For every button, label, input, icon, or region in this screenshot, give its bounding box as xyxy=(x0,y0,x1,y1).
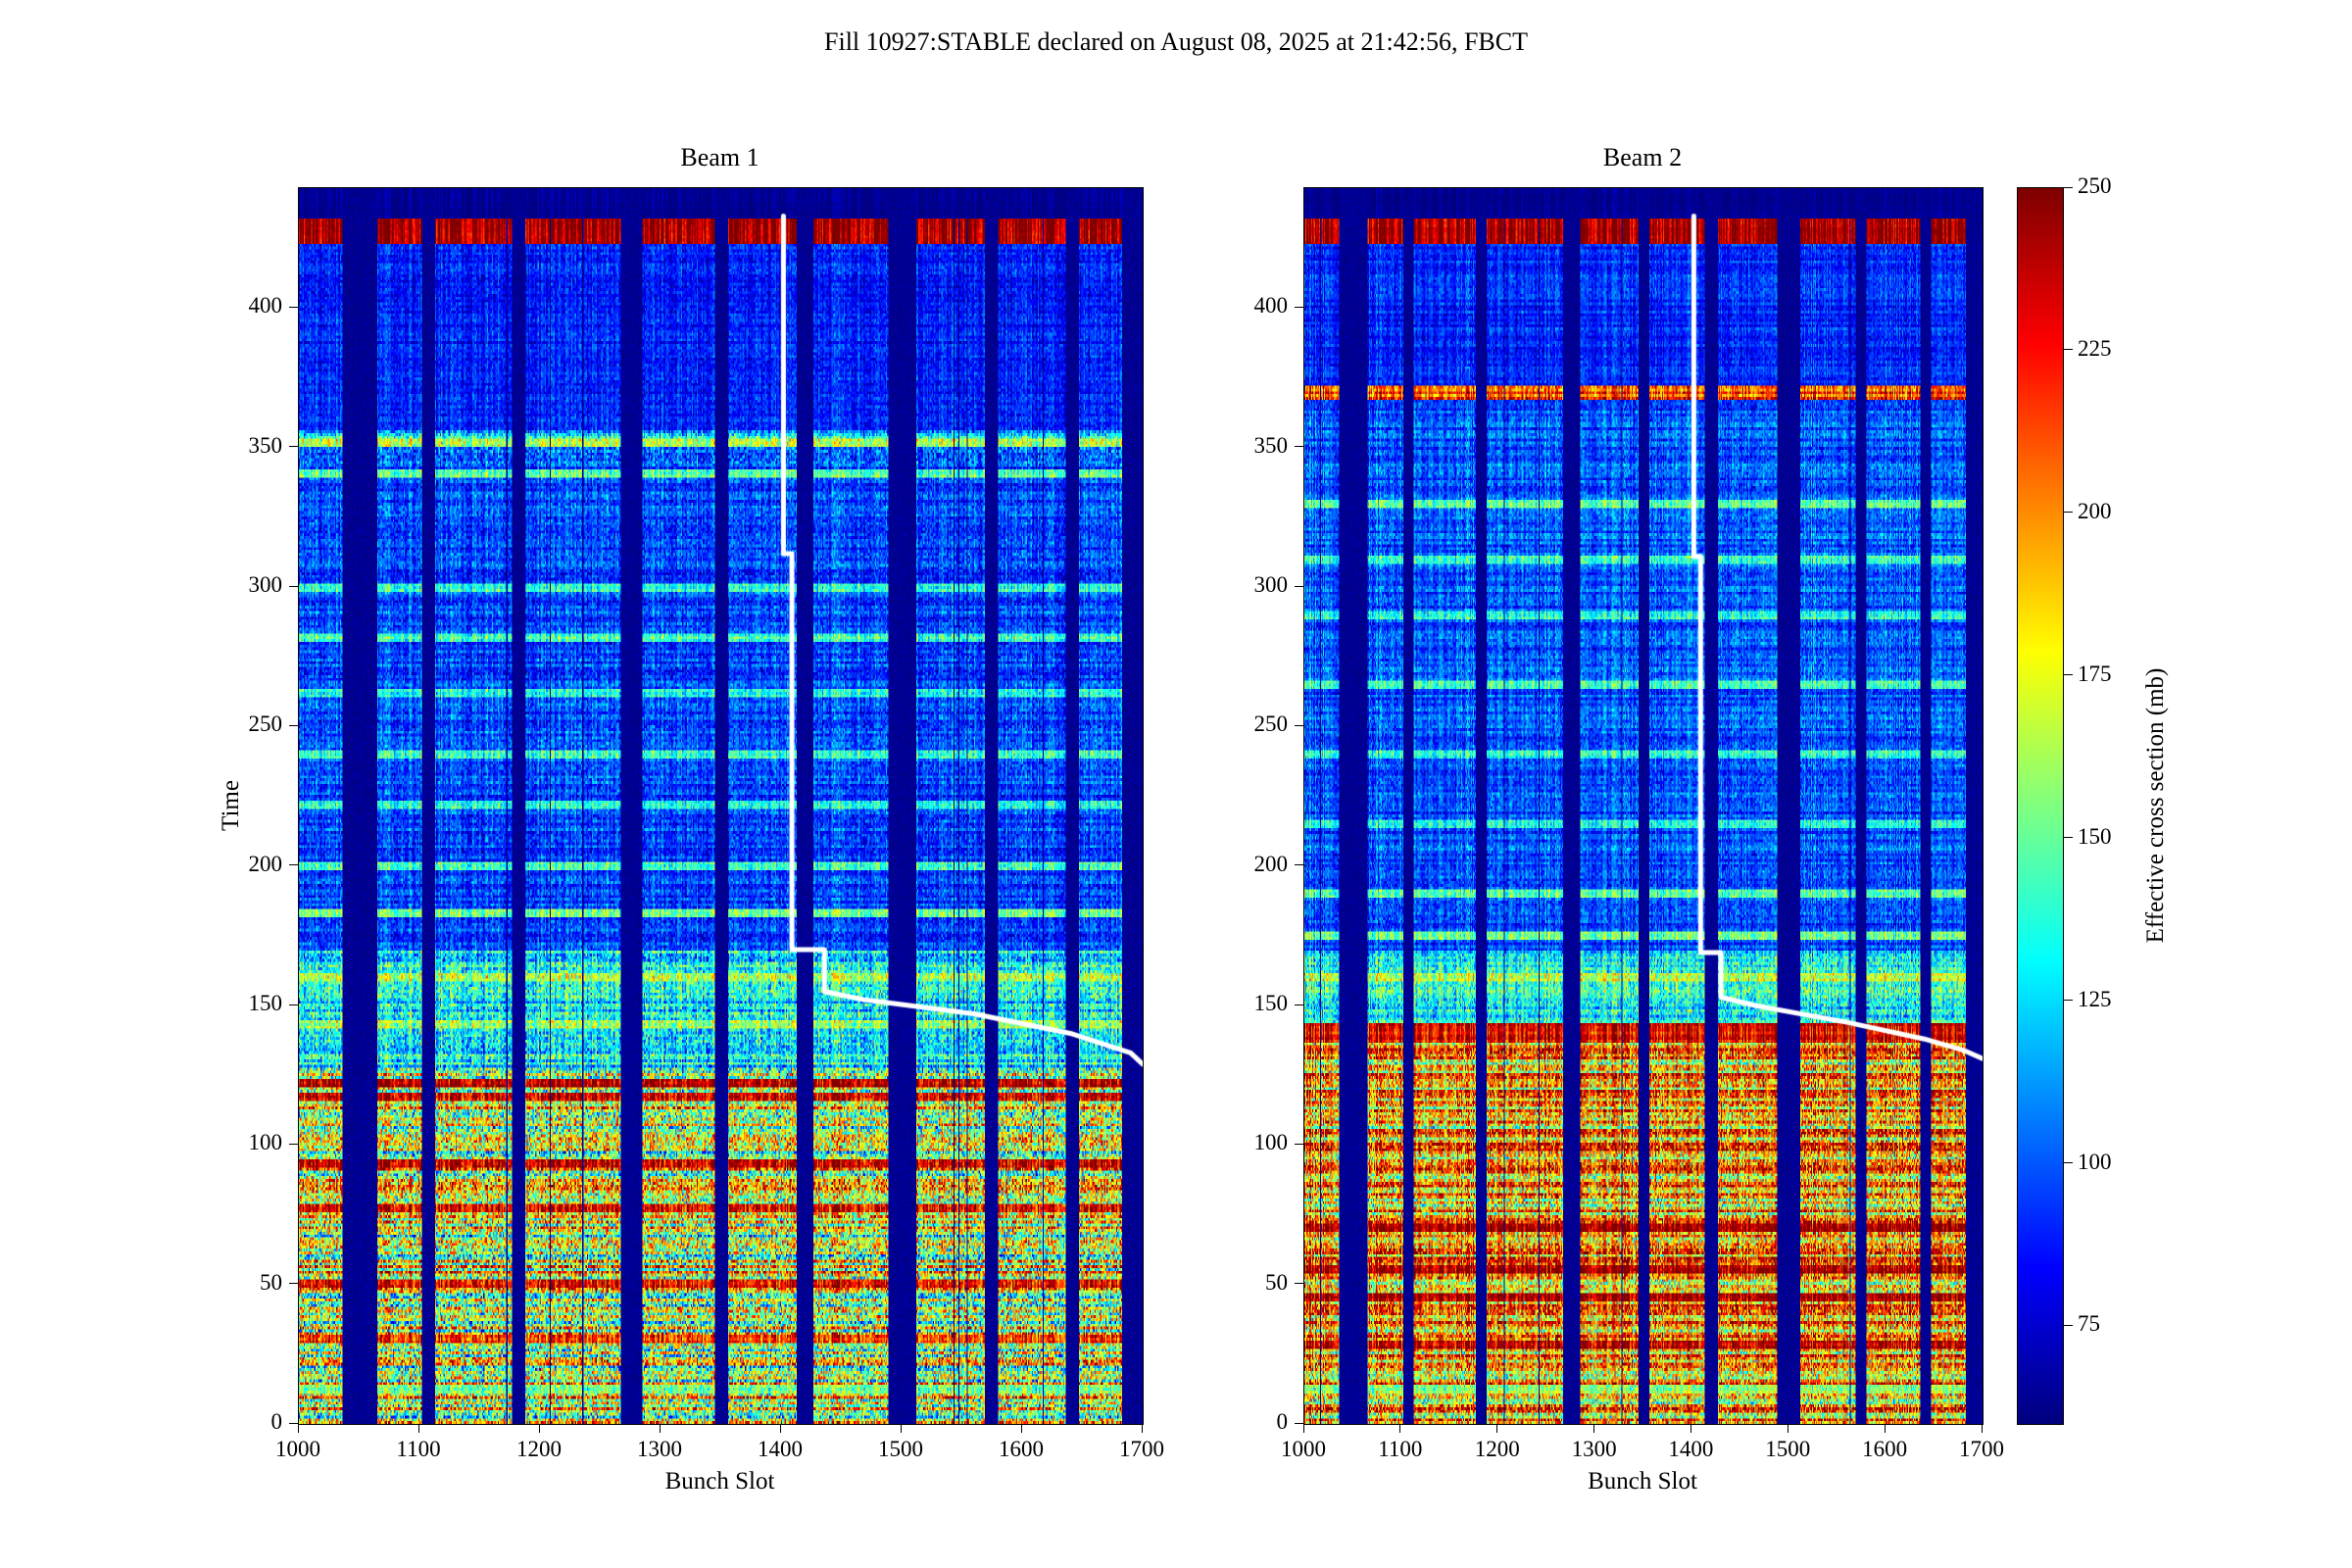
x-tick-label: 1500 xyxy=(1765,1437,1811,1461)
colorbar-tick-label: 225 xyxy=(2078,335,2112,361)
colorbar-tick-label: 150 xyxy=(2078,823,2112,849)
y-tick-label: 250 xyxy=(248,711,283,737)
figure-title: Fill 10927:STABLE declared on August 08,… xyxy=(824,27,1528,56)
y-tick-label: 300 xyxy=(248,572,283,598)
colorbar-tick-label: 175 xyxy=(2078,661,2112,686)
x-tick xyxy=(1020,1424,1022,1433)
y-tick xyxy=(289,585,298,587)
x-tick-label: 1200 xyxy=(516,1437,562,1461)
beam2-plot-area xyxy=(1303,187,1984,1425)
y-tick-label: 250 xyxy=(1253,711,1289,737)
y-tick-label: 150 xyxy=(248,991,283,1016)
colorbar-tick xyxy=(2064,512,2073,514)
beam1-title: Beam 1 xyxy=(680,143,760,172)
colorbar-tick xyxy=(2064,674,2073,676)
x-tick-label: 1100 xyxy=(1378,1437,1423,1461)
x-tick-label: 1200 xyxy=(1474,1437,1520,1461)
x-tick-label: 1400 xyxy=(1668,1437,1714,1461)
x-tick-label: 1000 xyxy=(275,1437,320,1461)
colorbar-tick-label: 125 xyxy=(2078,986,2112,1011)
y-tick-label: 200 xyxy=(1253,851,1289,876)
y-tick-label: 50 xyxy=(1265,1269,1288,1295)
x-tick xyxy=(659,1424,661,1433)
y-tick xyxy=(1295,724,1303,726)
beam2-xlabel: Bunch Slot xyxy=(1588,1468,1697,1494)
y-tick-label: 300 xyxy=(1253,572,1289,598)
y-tick xyxy=(1295,1143,1303,1145)
y-tick xyxy=(1295,306,1303,308)
colorbar-tick xyxy=(2064,349,2073,351)
y-tick-label: 0 xyxy=(1276,1409,1289,1434)
colorbar-tick-label: 75 xyxy=(2078,1311,2100,1337)
y-tick xyxy=(289,1283,298,1285)
y-tick-label: 100 xyxy=(248,1130,283,1155)
x-tick-label: 1000 xyxy=(1281,1437,1326,1461)
x-tick xyxy=(900,1424,902,1433)
beam2-white-line-overlay xyxy=(1304,188,1983,1424)
colorbar-tick-label: 200 xyxy=(2078,498,2112,523)
beam2-title: Beam 2 xyxy=(1602,143,1683,172)
colorbar-tick xyxy=(2064,186,2073,188)
colorbar-gradient xyxy=(2018,188,2063,1424)
x-tick xyxy=(538,1424,540,1433)
x-tick-label: 1500 xyxy=(878,1437,923,1461)
x-tick xyxy=(1884,1424,1886,1433)
x-tick xyxy=(1399,1424,1401,1433)
x-tick-label: 1700 xyxy=(1959,1437,2004,1461)
colorbar-tick xyxy=(2064,1324,2073,1326)
y-tick-label: 50 xyxy=(260,1269,282,1295)
y-tick xyxy=(1295,1004,1303,1005)
x-tick-label: 1100 xyxy=(396,1437,441,1461)
colorbar-tick xyxy=(2064,837,2073,839)
y-tick xyxy=(1295,585,1303,587)
y-tick xyxy=(289,1004,298,1005)
x-tick xyxy=(1690,1424,1691,1433)
y-tick-label: 200 xyxy=(248,851,283,876)
colorbar-tick-label: 250 xyxy=(2078,173,2112,198)
x-tick xyxy=(1593,1424,1595,1433)
x-tick xyxy=(417,1424,419,1433)
x-tick xyxy=(1981,1424,1983,1433)
x-tick xyxy=(1496,1424,1498,1433)
y-tick xyxy=(289,306,298,308)
x-tick-label: 1300 xyxy=(637,1437,682,1461)
y-tick-label: 150 xyxy=(1253,991,1289,1016)
x-tick xyxy=(1302,1424,1304,1433)
beam1-ylabel: Time xyxy=(218,779,244,831)
y-tick xyxy=(1295,1283,1303,1285)
y-tick-label: 400 xyxy=(248,293,283,318)
colorbar xyxy=(2017,187,2064,1425)
colorbar-tick-label: 100 xyxy=(2078,1149,2112,1174)
x-tick xyxy=(297,1424,299,1433)
y-tick-label: 350 xyxy=(248,432,283,458)
colorbar-tick xyxy=(2064,1162,2073,1164)
y-tick xyxy=(1295,864,1303,866)
y-tick xyxy=(1295,1422,1303,1424)
x-tick-label: 1700 xyxy=(1119,1437,1164,1461)
x-tick xyxy=(1141,1424,1143,1433)
beam1-plot-area xyxy=(298,187,1144,1425)
y-tick-label: 100 xyxy=(1253,1130,1289,1155)
colorbar-tick xyxy=(2064,1000,2073,1002)
x-tick-label: 1400 xyxy=(758,1437,803,1461)
x-tick-label: 1300 xyxy=(1571,1437,1617,1461)
x-tick xyxy=(779,1424,781,1433)
y-tick xyxy=(289,864,298,866)
colorbar-label: Effective cross section (mb) xyxy=(2142,667,2169,943)
y-tick-label: 400 xyxy=(1253,293,1289,318)
y-tick-label: 350 xyxy=(1253,432,1289,458)
y-tick xyxy=(289,446,298,448)
y-tick-label: 0 xyxy=(270,1409,283,1434)
x-tick-label: 1600 xyxy=(999,1437,1044,1461)
x-tick-label: 1600 xyxy=(1862,1437,1908,1461)
y-tick xyxy=(289,724,298,726)
y-tick xyxy=(1295,446,1303,448)
y-tick xyxy=(289,1143,298,1145)
beam1-xlabel: Bunch Slot xyxy=(664,1468,775,1494)
beam1-white-line-overlay xyxy=(299,188,1143,1424)
y-tick xyxy=(289,1422,298,1424)
